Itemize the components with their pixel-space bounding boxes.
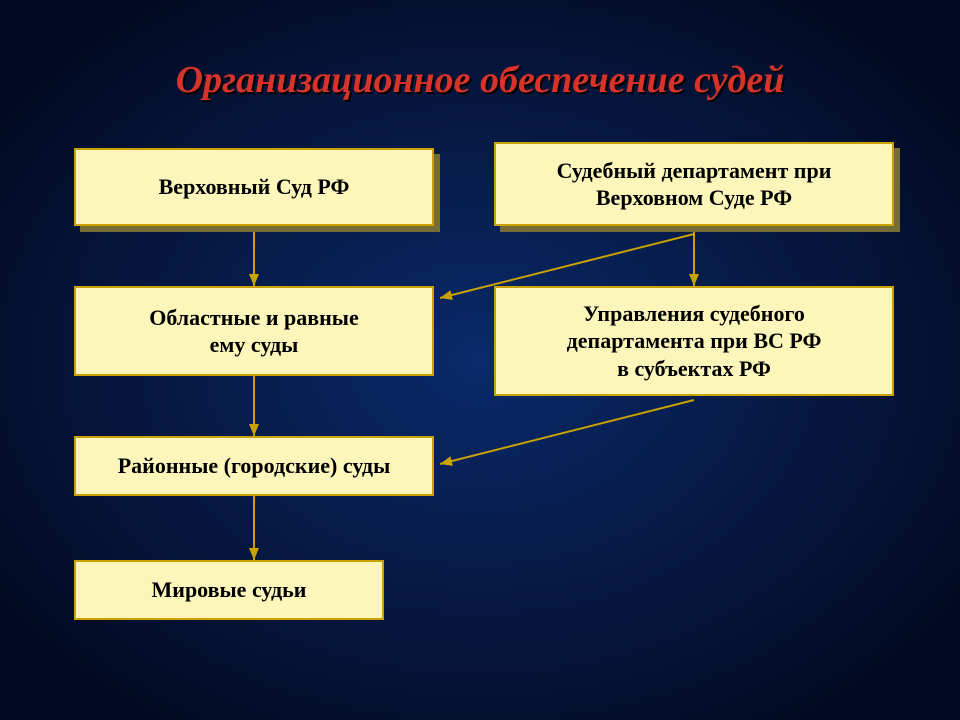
edge-1 [249, 376, 259, 436]
edge-0 [249, 226, 259, 286]
edge-3 [689, 226, 699, 286]
edge-2 [249, 496, 259, 560]
edge-5 [440, 400, 694, 466]
node-justice: Мировые судьи [74, 560, 384, 620]
slide-root: Организационное обеспечение судей Верхов… [0, 0, 960, 720]
node-dept: Судебный департамент при Верховном Суде … [494, 142, 894, 226]
node-supreme: Верховный Суд РФ [74, 148, 434, 226]
node-admin: Управления судебного департамента при ВС… [494, 286, 894, 396]
slide-title: Организационное обеспечение судей [0, 58, 960, 102]
node-regional: Областные и равные ему суды [74, 286, 434, 376]
node-district: Районные (городские) суды [74, 436, 434, 496]
